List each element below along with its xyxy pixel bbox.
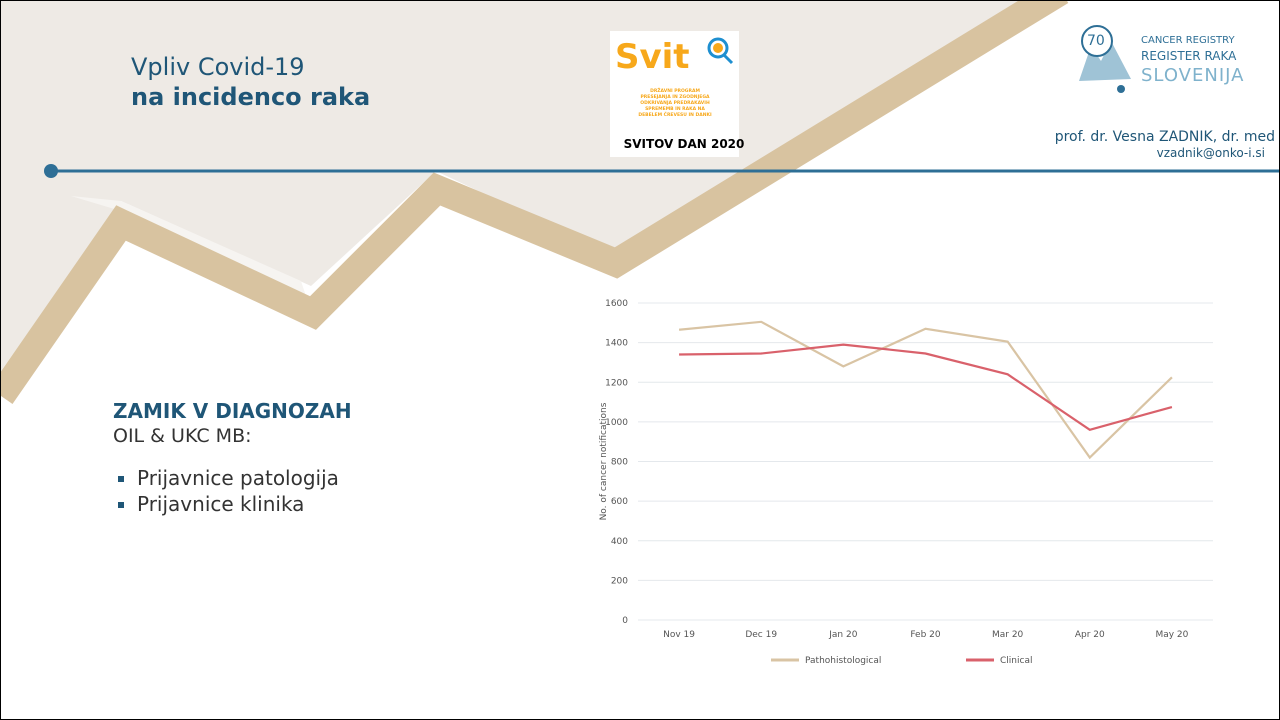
svit-tagline: DRŽAVNI PROGRAM PRESEJANJA IN ZGODNJEGA OD…: [615, 89, 735, 119]
x-tick-label: May 20: [1155, 630, 1188, 640]
bullet: Prijavnice patologija: [137, 465, 339, 491]
bullets: Prijavnice patologija Prijavnice klinika: [113, 465, 339, 517]
y-tick-label: 1400: [605, 339, 628, 349]
y-tick-label: 400: [611, 537, 628, 547]
data-line: [678, 320, 1173, 460]
tagline-line: DEBELEM ČREVESU IN DANKI: [638, 113, 712, 118]
beige-panel: [1, 1, 1046, 371]
y-tick-label: 1000: [605, 418, 628, 428]
x-tick-label: Apr 20: [1075, 630, 1105, 640]
y-tick-label: 600: [611, 497, 628, 507]
bullet: Prijavnice klinika: [137, 491, 339, 517]
data-line: [679, 343, 1173, 431]
svit-name: Svit: [615, 37, 690, 77]
registry-text: REGISTER RAKA: [1141, 49, 1237, 63]
y-tick-label: 1200: [605, 378, 628, 388]
zigzag-stripe: [1, 1, 1069, 404]
registry-text: CANCER REGISTRY: [1141, 35, 1235, 46]
svit-icon: [722, 53, 734, 65]
title-line: na incidenco raka: [131, 83, 371, 111]
divider-dot: [44, 164, 58, 178]
svit-icon: [707, 37, 729, 59]
heading: ZAMIK V DIAGNOZAH: [113, 399, 352, 423]
legend-label: Pathohistological: [805, 656, 881, 666]
tagline-line: SPREMEMB IN RAKA NA: [645, 107, 705, 112]
tagline-line: PRESEJANJA IN ZGODNJEGA: [640, 95, 710, 100]
y-tick-label: 0: [622, 616, 628, 626]
title-line: Vpliv Covid-19: [131, 53, 305, 81]
x-tick-label: Jan 20: [828, 630, 857, 640]
registry-text: SLOVENIJA: [1141, 65, 1245, 86]
y-tick-label: 1600: [605, 299, 628, 309]
author: prof. dr. Vesna ZADNIK, dr. med: [1054, 129, 1275, 145]
x-tick-label: Feb 20: [910, 630, 941, 640]
y-axis-label: No. of cancer notifications: [599, 402, 609, 520]
subheading: OIL & UKC MB:: [113, 425, 252, 447]
tagline-line: DRŽAVNI PROGRAM: [650, 89, 700, 94]
registry-badge: [1081, 25, 1113, 57]
registry-dot: [1117, 85, 1125, 93]
x-tick-label: Mar 20: [992, 630, 1024, 640]
email: vzadnik@onko-i.si: [1156, 146, 1265, 160]
svit-icon: [713, 43, 723, 53]
registry-badge-text: 70: [1087, 33, 1105, 49]
y-tick-label: 800: [611, 458, 628, 468]
svit-event: SVITOV DAN 2020: [623, 137, 745, 151]
legend-label: Clinical: [1000, 656, 1032, 666]
x-tick-label: Nov 19: [663, 630, 695, 640]
tagline-line: ODKRIVANJA PREDRAKAVIH: [640, 101, 710, 106]
x-tick-label: Dec 19: [745, 630, 777, 640]
y-tick-label: 200: [611, 576, 628, 586]
